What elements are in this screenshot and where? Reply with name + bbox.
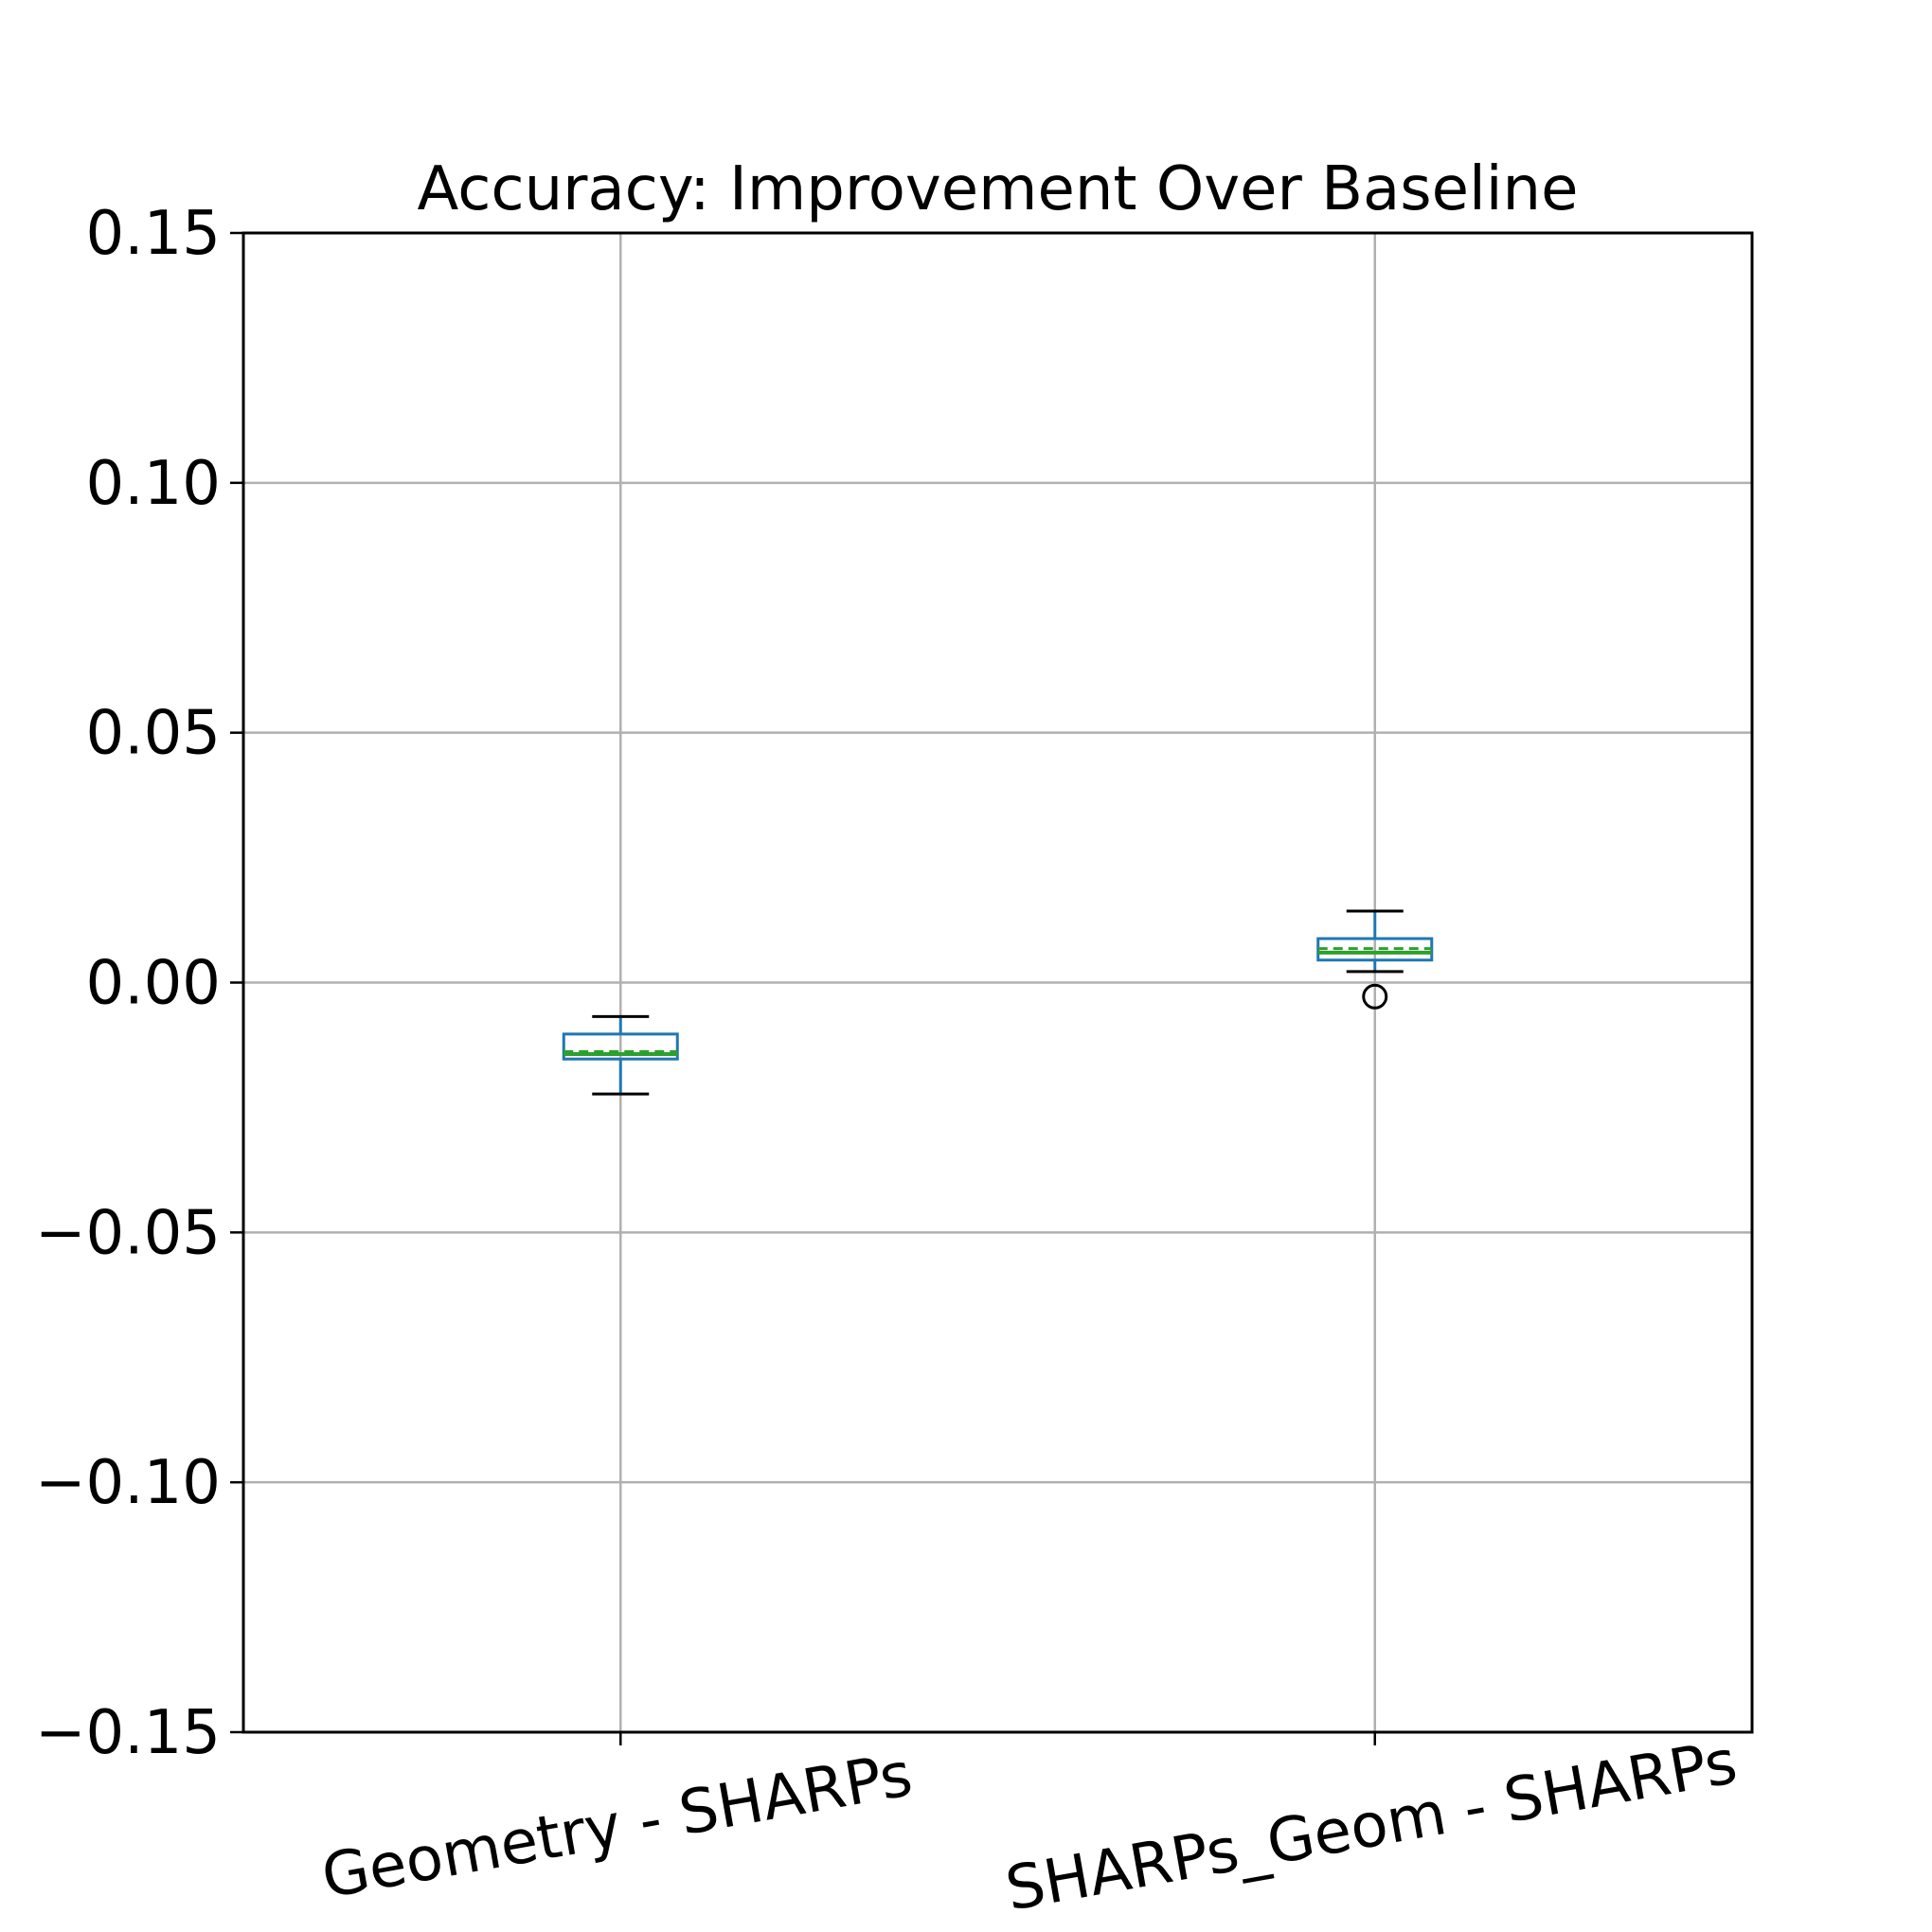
y-tick-label: 0.10 <box>86 449 222 519</box>
y-tick-label: 0.15 <box>86 199 222 269</box>
y-tick-label: −0.05 <box>35 1198 221 1268</box>
outlier-point <box>1362 983 1388 1010</box>
box-group <box>1316 909 1434 1010</box>
y-tick-label: −0.10 <box>35 1448 221 1518</box>
chart-title: Accuracy: Improvement Over Baseline <box>418 154 1579 224</box>
y-tick-label: 0.00 <box>86 949 222 1019</box>
y-tick-label: 0.05 <box>86 699 222 769</box>
y-tick-label: −0.15 <box>35 1698 221 1768</box>
boxes-layer <box>562 909 1434 1096</box>
box-group <box>562 1014 679 1096</box>
iqr-box <box>562 1032 679 1061</box>
